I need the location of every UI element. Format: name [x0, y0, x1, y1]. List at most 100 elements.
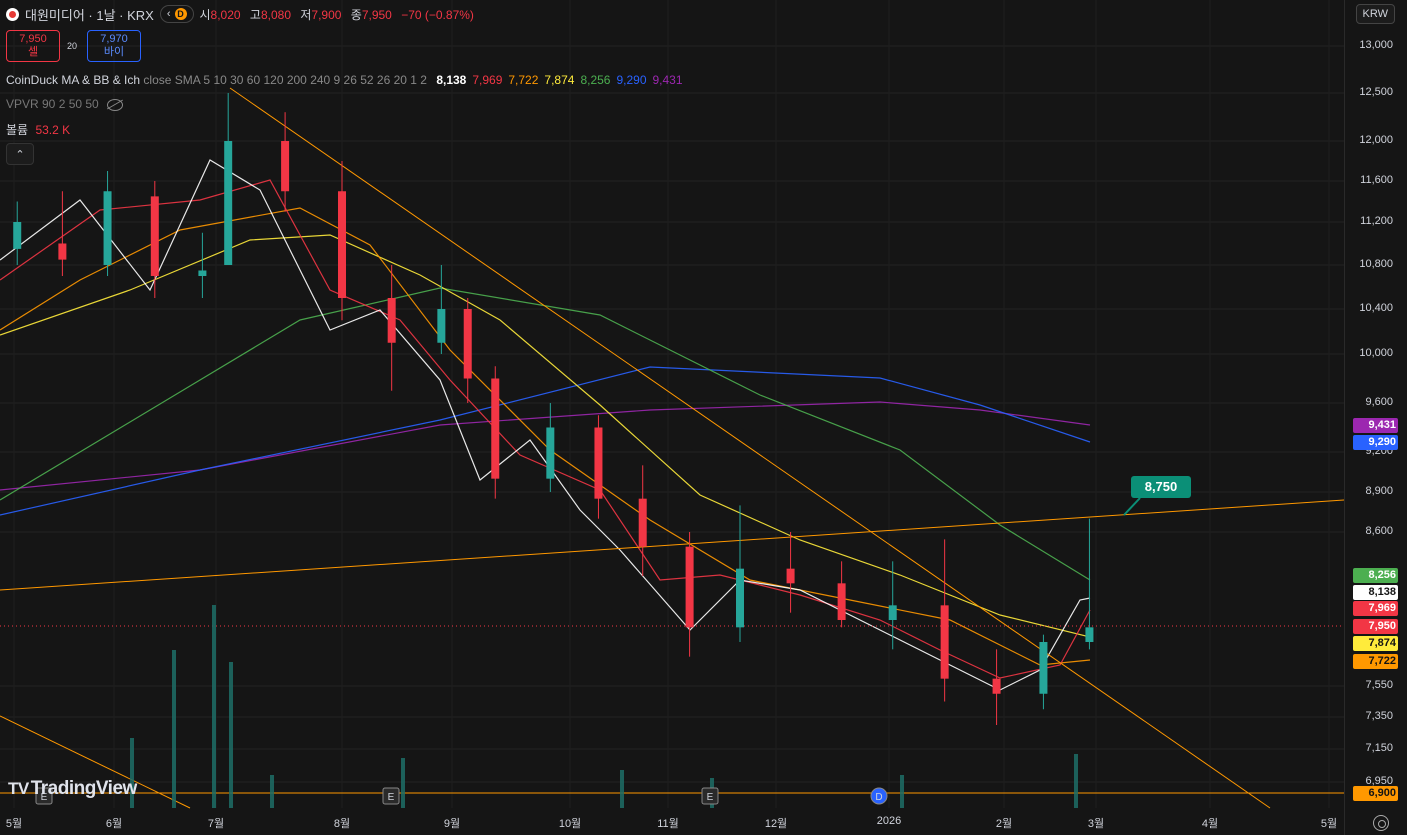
- candle-body: [888, 605, 897, 620]
- ohlc-readout: 시8,020 고8,080 저7,900 종7,950 −70 (−0.87%): [200, 6, 480, 23]
- candle-body: [437, 309, 446, 343]
- ma-legend[interactable]: CoinDuck MA & BB & Ich close SMA 5 10 30…: [6, 73, 683, 87]
- price-tag: 7,874: [1353, 636, 1398, 651]
- moving-average-line-1: [0, 401, 1091, 491]
- ohlc-low-label: 저: [300, 7, 312, 22]
- ma-value-1: 8,138: [436, 73, 467, 87]
- collapse-legend-button[interactable]: ⌃: [6, 143, 34, 165]
- candle-body: [546, 427, 555, 479]
- trendline-price-callout[interactable]: 8,750: [1131, 476, 1191, 498]
- price-tag: 6,900: [1353, 786, 1398, 801]
- sell-button[interactable]: 7,950 셀: [6, 30, 60, 62]
- volume-bar: [130, 738, 134, 808]
- price-axis-label: 10,400: [1359, 302, 1393, 314]
- chevron-up-icon: ⌃: [15, 148, 25, 161]
- ma-params: close SMA 5 10 30 60 120 200 240 9 26 52…: [143, 73, 427, 87]
- ma-value-4: 7,874: [544, 73, 575, 87]
- candle-body: [940, 605, 949, 679]
- spread-value: 20: [67, 41, 78, 51]
- price-tag: 7,722: [1353, 654, 1398, 669]
- candle-body: [786, 568, 795, 584]
- sell-price: 7,950: [19, 33, 47, 45]
- ma-value-2: 7,969: [472, 73, 503, 87]
- price-tag: 7,950: [1353, 619, 1398, 634]
- event-marker: [382, 787, 400, 805]
- event-marker: [870, 787, 888, 805]
- currency-selector[interactable]: KRW: [1355, 4, 1395, 24]
- candle-body: [224, 141, 233, 265]
- price-tag: 9,290: [1353, 435, 1398, 450]
- price-tag: 8,138: [1353, 585, 1398, 600]
- settings-gear-icon[interactable]: [1373, 815, 1389, 831]
- event-marker: [701, 787, 719, 805]
- volume-bar: [1074, 754, 1078, 808]
- price-axis-label: 7,350: [1365, 710, 1393, 722]
- chevron-left-icon: ‹: [166, 8, 171, 20]
- ma-value-3: 7,722: [508, 73, 539, 87]
- candle-body: [837, 583, 846, 620]
- vpvr-label: VPVR 90 2 50 50: [6, 97, 99, 111]
- ma-value-6: 9,290: [616, 73, 647, 87]
- tradingview-logo[interactable]: TV TradingView: [8, 778, 137, 800]
- candle-body: [13, 222, 22, 249]
- volume-value: 53.2 K: [35, 123, 71, 137]
- event-marker-label: E: [41, 792, 48, 803]
- ohlc-high-value: 8,080: [260, 7, 291, 22]
- candle-body: [198, 270, 207, 276]
- price-axis-label: 7,150: [1365, 742, 1393, 754]
- time-axis-label: 4월: [1201, 818, 1219, 830]
- time-axis-label: 2026: [876, 815, 902, 827]
- trendline: [229, 87, 1271, 809]
- event-marker-label: D: [875, 792, 882, 803]
- time-axis-label: 9월: [443, 818, 461, 830]
- trendline: [0, 499, 1345, 591]
- time-axis-label: 2월: [995, 818, 1013, 830]
- candle-body: [150, 196, 159, 276]
- time-axis-label: 10월: [558, 818, 582, 830]
- price-axis-label: 6,950: [1365, 775, 1393, 787]
- moving-average-line-4: [0, 234, 1091, 638]
- candle-body: [281, 141, 290, 192]
- event-marker: [35, 787, 53, 805]
- volume-bar: [229, 662, 233, 808]
- volume-bar: [620, 770, 624, 808]
- ohlc-open-value: 8,020: [210, 7, 241, 22]
- ma-values: 8,138 7,969 7,722 7,874 8,256 9,290 9,431: [430, 73, 682, 87]
- price-axis-label: 7,550: [1365, 679, 1393, 691]
- moving-average-line-2: [0, 366, 1091, 516]
- volume-bar: [212, 605, 216, 808]
- ohlc-low-value: 7,900: [311, 7, 342, 22]
- event-marker-label: E: [707, 792, 714, 803]
- candle-body: [736, 568, 744, 628]
- eye-hidden-icon[interactable]: [106, 98, 123, 111]
- logo-text: TradingView: [30, 778, 138, 799]
- buy-button[interactable]: 7,970 바이: [87, 30, 141, 62]
- price-axis-label: 11,600: [1360, 174, 1393, 186]
- symbol-title[interactable]: 대원미디어 · 1날 · KRX: [25, 7, 154, 23]
- sell-label: 셀: [27, 46, 39, 58]
- vpvr-legend[interactable]: VPVR 90 2 50 50: [6, 97, 123, 111]
- event-marker-label: E: [388, 792, 395, 803]
- candle-body: [1039, 642, 1048, 694]
- tv-logo-icon: TV: [8, 779, 29, 798]
- volume-bar: [401, 758, 405, 808]
- interval-badge: D: [174, 8, 187, 20]
- candle-body: [992, 678, 1001, 694]
- ma-value-5: 8,256: [580, 73, 611, 87]
- volume-legend[interactable]: 볼륨 53.2 K: [6, 121, 70, 138]
- price-axis-label: 10,000: [1359, 347, 1393, 359]
- candle-body: [58, 243, 67, 260]
- time-axis-label: 11월: [657, 818, 679, 830]
- price-tag: 7,969: [1353, 601, 1398, 616]
- volume-bar: [270, 775, 274, 808]
- moving-average-line-3: [0, 287, 1091, 581]
- volume-label: 볼륨: [6, 123, 29, 137]
- price-axis-label: 12,000: [1359, 134, 1393, 146]
- symbol-header: 대원미디어 · 1날 · KRX ‹ D 시8,020 고8,080 저7,90…: [6, 4, 480, 24]
- symbol-logo-icon: [6, 7, 19, 21]
- volume-bar: [900, 775, 904, 808]
- interval-pill[interactable]: ‹ D: [159, 5, 194, 23]
- price-axis-separator: [1344, 0, 1345, 835]
- candle-body: [463, 309, 472, 379]
